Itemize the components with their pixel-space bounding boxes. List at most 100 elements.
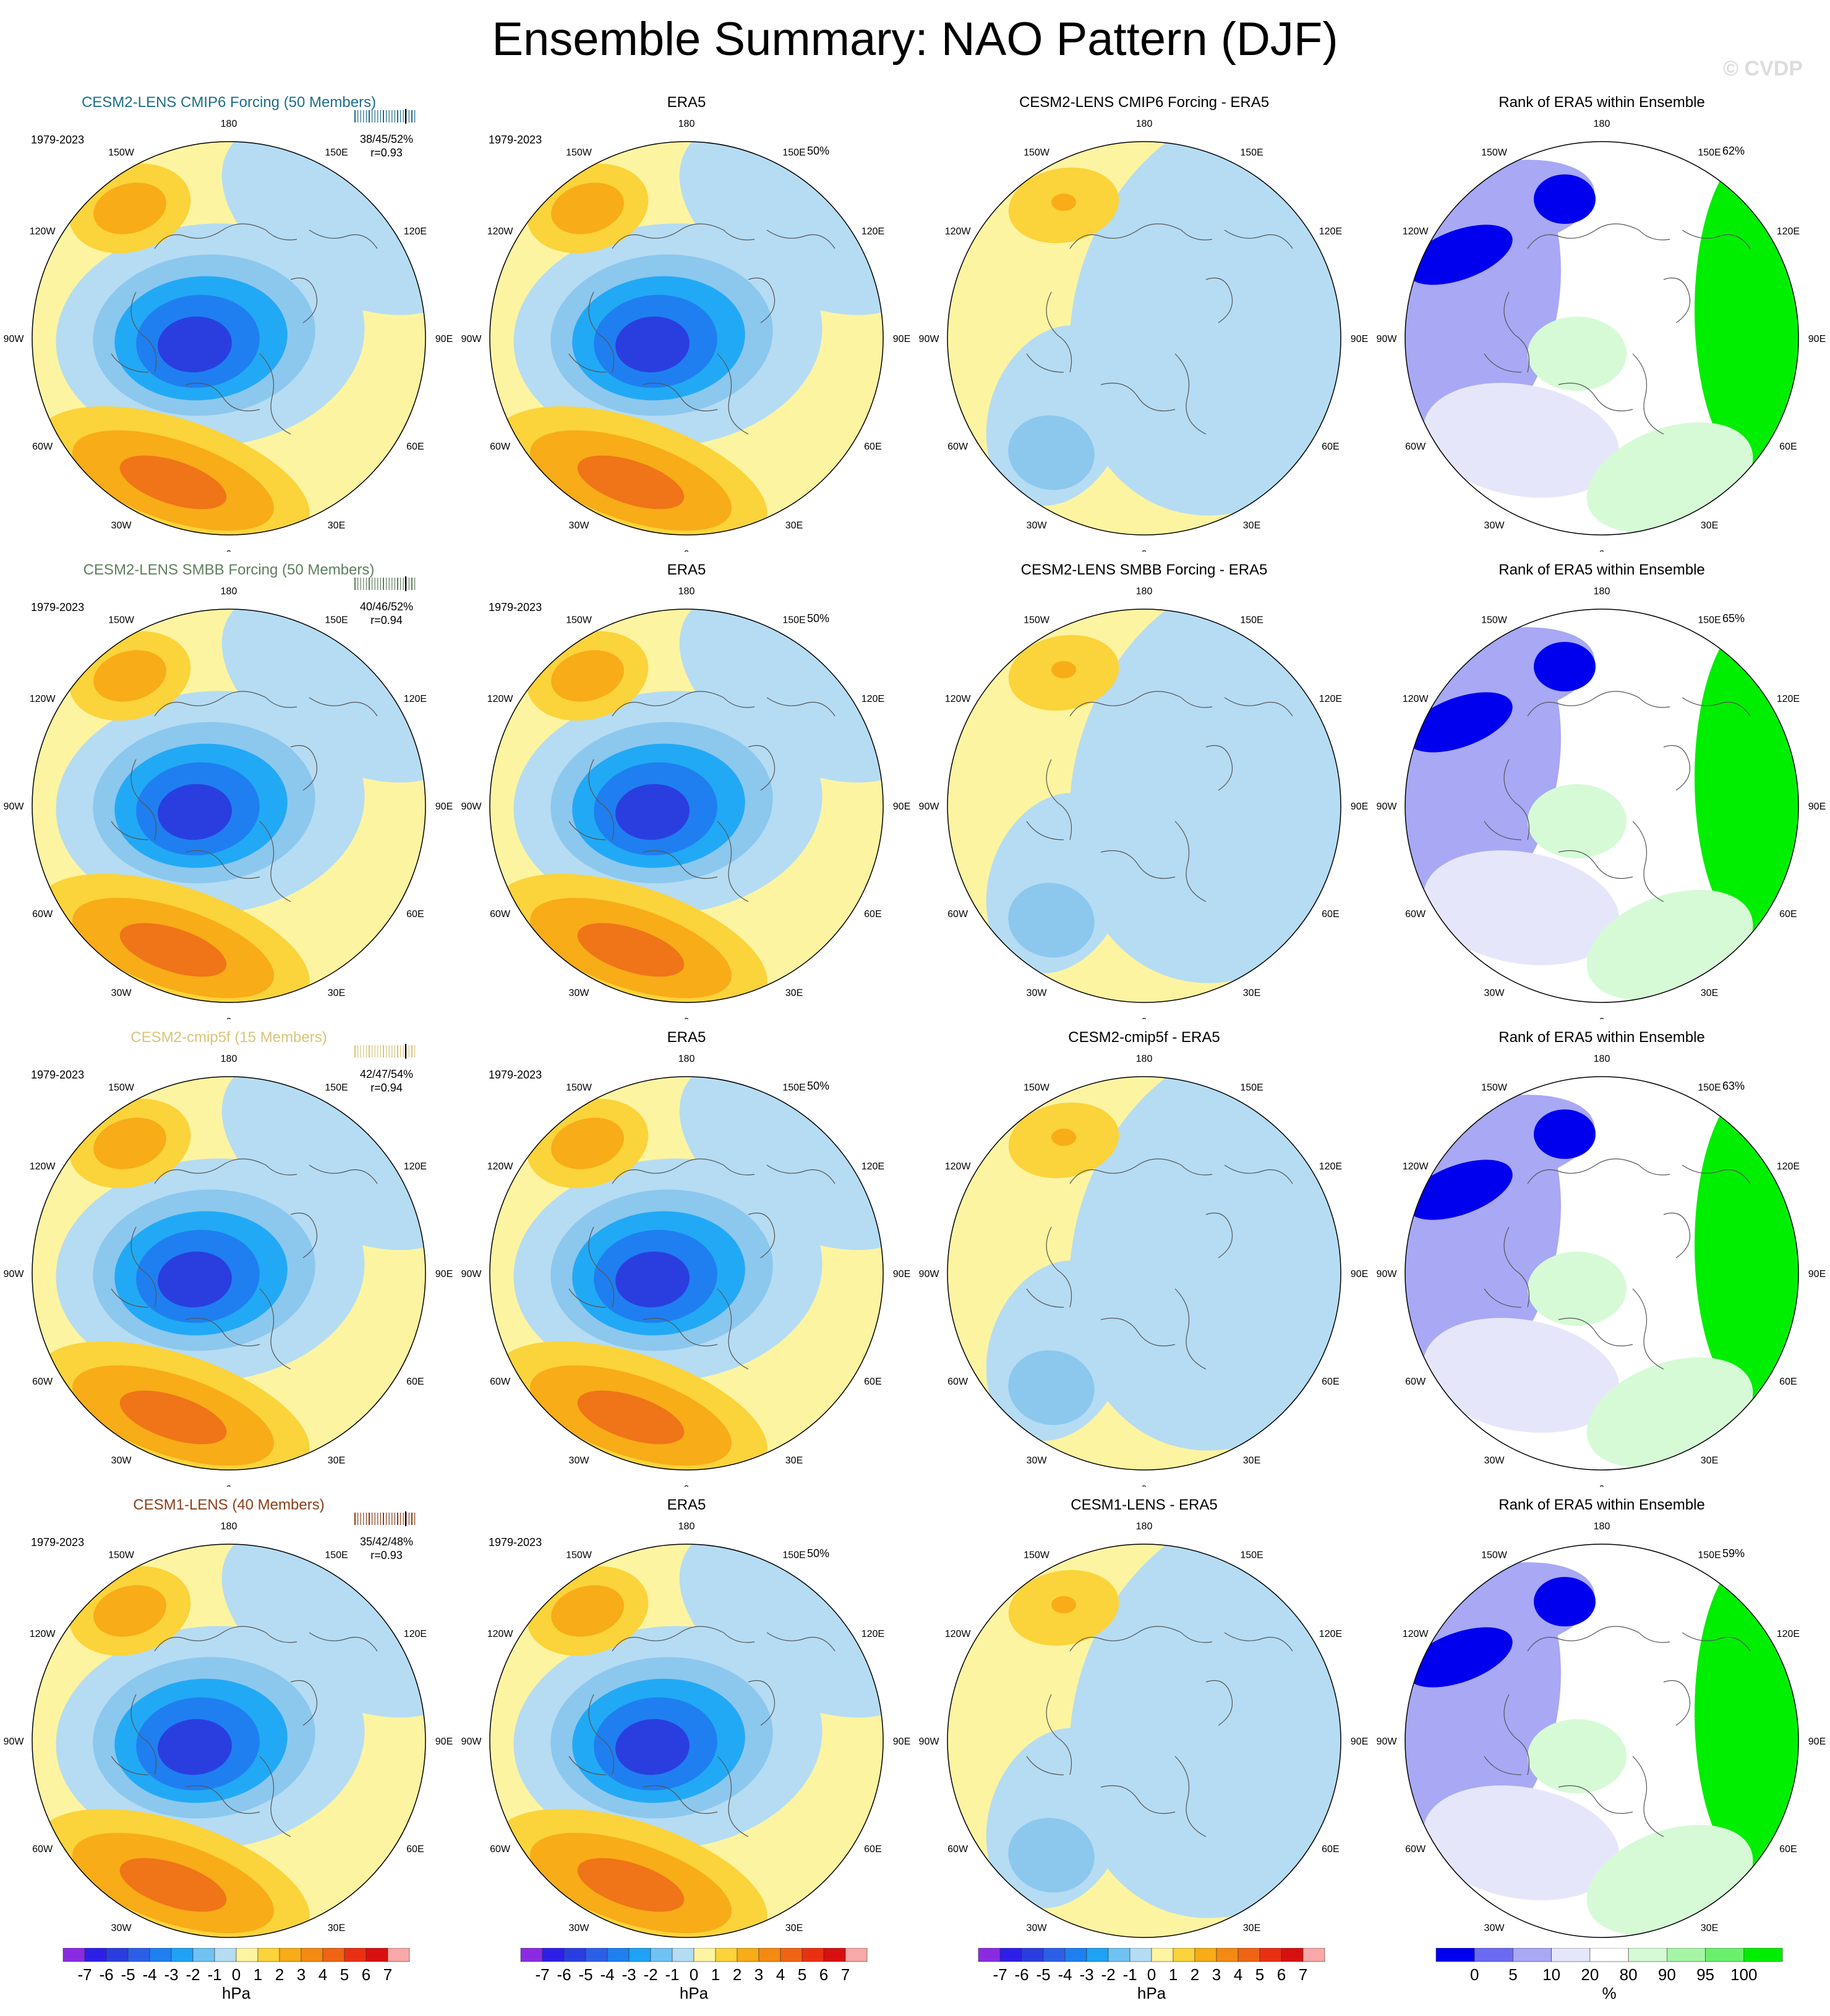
page-title: Ensemble Summary: NAO Pattern (DJF) xyxy=(492,13,1338,66)
longitude-label: 90W xyxy=(919,1736,940,1747)
panel-era5: 180 150E 120E 90E 60E 30E 0 30W 60W 90W 120W 150W ER… xyxy=(458,94,915,552)
colorbar-swatch xyxy=(823,1948,846,1962)
panel-era5: 180 150E 120E 90E 60E 30E 0 30W 60W 90W 120W 150W ER… xyxy=(458,1029,915,1487)
cvdp-watermark: © CVDP xyxy=(1723,57,1803,80)
positive-anomaly-core xyxy=(93,182,166,234)
map-boundary xyxy=(947,1544,1341,1938)
longitude-label: 60E xyxy=(1779,442,1797,452)
polar-map: 180150E120E90E60E30E030W60W90W120W150W xyxy=(1377,119,1826,552)
longitude-label: 90W xyxy=(919,334,940,344)
colorbar-swatch xyxy=(257,1948,280,1962)
rank-lowest-region xyxy=(1534,1109,1596,1159)
longitude-label: 150W xyxy=(566,148,592,158)
positive-anomaly-core xyxy=(1051,1596,1076,1613)
longitude-label: 120E xyxy=(404,1161,427,1172)
map-boundary xyxy=(947,1076,1341,1471)
period-label: 1979-2023 xyxy=(489,601,542,613)
pattern-correlation: r=0.94 xyxy=(370,1082,403,1094)
longitude-label: 120E xyxy=(862,694,884,704)
colorbar-swatch xyxy=(1043,1948,1066,1962)
longitude-label: 0 xyxy=(226,549,232,552)
percent-variance-range: 42/47/54% xyxy=(359,1068,414,1080)
longitude-label: 180 xyxy=(678,1054,695,1064)
longitude-label: 120W xyxy=(1403,694,1429,704)
period-label: 1979-2023 xyxy=(489,134,542,146)
polar-map: 180150E120E90E60E30E030W60W90W120W150W xyxy=(461,119,911,552)
colorbar-swatch xyxy=(149,1948,172,1962)
pattern-correlation: r=0.93 xyxy=(370,1549,403,1561)
longitude-label: 180 xyxy=(1594,1521,1610,1532)
rank-high-region xyxy=(1695,617,1798,939)
rank-light-region xyxy=(1423,1785,1620,1900)
longitude-label: 150E xyxy=(1240,1550,1263,1561)
colorbar-tick-label: 5 xyxy=(798,1965,806,1984)
longitude-label: 90W xyxy=(461,801,482,812)
colorbar-swatch xyxy=(1667,1948,1706,1962)
longitude-label: 120W xyxy=(945,1629,972,1639)
longitude-label: 150W xyxy=(1024,615,1050,626)
colorbar-tick-label: 3 xyxy=(1212,1965,1221,1984)
panel-diff: 180150E120E90E60E30E030W60W90W120W150WCE… xyxy=(915,1497,1373,1954)
longitude-label: 150E xyxy=(325,1550,348,1561)
longitude-label: 60E xyxy=(406,909,424,920)
polar-map: 180150E120E90E60E30E030W60W90W120W150W xyxy=(1377,1054,1826,1487)
map-boundary xyxy=(1405,141,1799,536)
longitude-label: 60W xyxy=(947,909,968,920)
polar-map: 180150E120E90E60E30E030W60W90W120W150W xyxy=(4,1521,453,1954)
colorbar-swatch xyxy=(672,1948,695,1962)
longitude-label: 120W xyxy=(30,226,56,237)
negative-anomaly-core xyxy=(158,784,232,840)
longitude-label: 180 xyxy=(221,1054,237,1064)
longitude-label: 0 xyxy=(1599,549,1605,552)
period-label: 1979-2023 xyxy=(31,1536,85,1548)
colorbar-swatch xyxy=(127,1948,150,1962)
colorbar-tick-label: -6 xyxy=(557,1965,571,1984)
longitude-label: 90W xyxy=(1377,334,1398,344)
longitude-label: 30W xyxy=(1484,988,1505,998)
panel-model: 180 150E 120E 90E 60E 30E 0 30W 60W 90W 120W 150W CE… xyxy=(0,562,458,1019)
colorbar-tick-label: 4 xyxy=(319,1965,327,1984)
longitude-label: 120W xyxy=(1403,1161,1429,1172)
longitude-label: 120E xyxy=(1319,1161,1342,1172)
percent-variance-range: 40/46/52% xyxy=(359,600,414,613)
coastline xyxy=(1484,1626,1751,1837)
longitude-label: 120E xyxy=(404,226,427,237)
longitude-label: 30E xyxy=(1243,1455,1260,1466)
longitude-label: 90W xyxy=(461,1269,482,1279)
percent-variance: 50% xyxy=(807,1547,830,1560)
longitude-label: 90E xyxy=(1351,1269,1368,1279)
panel-era5: 180 150E 120E 90E 60E 30E 0 30W 60W 90W 120W 150W ER… xyxy=(458,562,915,1019)
colorbar-swatch xyxy=(1216,1948,1239,1962)
polar-map: 180150E120E90E60E30E030W60W90W120W150W xyxy=(461,1054,911,1487)
longitude-label: 120W xyxy=(945,694,972,704)
colorbar-tick-label: 5 xyxy=(1255,1965,1264,1984)
period-label: 1979-2023 xyxy=(489,1536,542,1548)
colorbar-swatch xyxy=(1129,1948,1152,1962)
longitude-label: 120W xyxy=(1403,226,1429,237)
colorbar-tick-label: 3 xyxy=(297,1965,306,1984)
longitude-label: 60W xyxy=(490,1377,511,1387)
longitude-label: 30W xyxy=(1484,1923,1505,1933)
colorbar-swatch xyxy=(802,1948,824,1962)
period-label: 1979-2023 xyxy=(31,601,85,613)
colorbar-swatch xyxy=(366,1948,388,1962)
colorbar-swatch xyxy=(693,1948,716,1962)
positive-anomaly-core xyxy=(551,650,624,702)
longitude-label: 30E xyxy=(328,520,345,531)
colorbar-tick-label: 7 xyxy=(841,1965,850,1984)
colorbar-swatch xyxy=(715,1948,738,1962)
longitude-label: 180 xyxy=(1136,1054,1153,1064)
longitude-label: 120E xyxy=(862,1629,884,1639)
longitude-label: 150E xyxy=(1240,1083,1263,1093)
panel-model: 180 150E 120E 90E 60E 30E 0 30W 60W 90W 120W 150W CE… xyxy=(0,1029,458,1487)
rank-light-region xyxy=(1423,383,1620,498)
colorbar-swatch xyxy=(1173,1948,1195,1962)
longitude-label: 150W xyxy=(566,1550,592,1561)
polar-map: 180150E120E90E60E30E030W60W90W120W150W xyxy=(1377,586,1826,1019)
colorbar-tick-label: 10 xyxy=(1542,1965,1560,1984)
colorbar-swatch xyxy=(845,1948,868,1962)
panel-title: ERA5 xyxy=(667,1497,706,1513)
longitude-label: 150W xyxy=(566,1083,592,1093)
colorbar-swatch xyxy=(279,1948,302,1962)
longitude-label: 150W xyxy=(566,615,592,626)
